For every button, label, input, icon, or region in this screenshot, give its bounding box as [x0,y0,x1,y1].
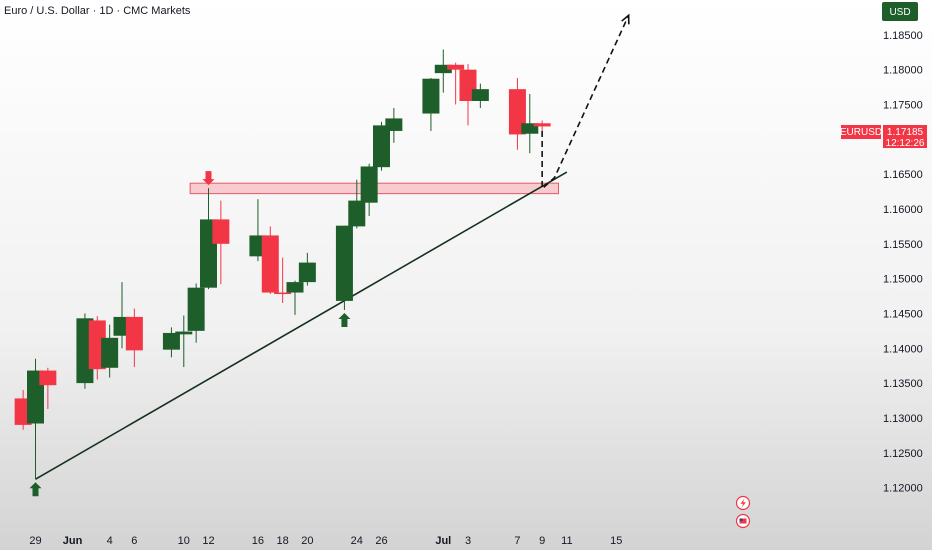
x-tick-label: 29 [29,535,41,547]
candle-body [212,219,230,244]
y-tick-label: 1.17500 [883,99,923,111]
y-tick-label: 1.13500 [883,378,923,390]
x-tick-label: 10 [178,535,190,547]
candle[interactable] [348,179,366,229]
currency-badge[interactable]: USD [882,2,918,21]
candle-body [447,64,465,70]
symbol-badge [841,125,881,139]
price-text: 1.17185 [887,127,924,138]
y-tick-label: 1.14500 [883,308,923,320]
candle[interactable] [286,280,304,315]
countdown-text: 12:12:26 [886,138,925,149]
candle-body [471,89,489,101]
candle[interactable] [125,308,143,368]
x-tick-label: 6 [131,535,137,547]
candle[interactable] [101,324,119,378]
y-tick-label: 1.16000 [883,204,923,216]
candle-body [39,370,57,386]
x-tick-label: Jul [435,535,451,547]
price-badge [883,125,927,148]
x-tick-label: Jun [63,535,83,547]
candle[interactable] [385,107,403,143]
y-tick-label: 1.15000 [883,274,923,286]
candle-body [521,123,539,134]
x-tick-label: 4 [107,535,113,547]
x-tick-label: 26 [375,535,387,547]
y-tick-label: 1.14000 [883,343,923,355]
x-tick-label: 16 [252,535,264,547]
candle-body [187,287,205,331]
y-tick-label: 1.15500 [883,239,923,251]
candle-body [335,225,353,301]
x-tick-label: 7 [514,535,520,547]
candle-body [508,89,526,135]
symbol-text: EURUSD [840,127,882,138]
candle[interactable] [533,120,551,131]
candle[interactable] [422,78,440,131]
candle-body [274,292,292,295]
x-tick-label: 11 [561,535,572,547]
lightning-icon[interactable] [735,495,751,511]
y-tick-label: 1.13000 [883,413,923,425]
candle[interactable] [447,62,465,105]
candle[interactable] [434,49,452,93]
candle-body [298,262,316,283]
y-tick-label: 1.12000 [883,483,923,495]
candle-body [373,125,390,168]
candle[interactable] [162,327,180,358]
candle-body [101,337,119,368]
candle-body [434,64,452,74]
candle[interactable] [187,283,205,343]
arrow-up-icon[interactable] [338,312,351,327]
price-label: EURUSD 1.17185 12:12:26 [840,125,927,149]
candle[interactable] [335,225,353,310]
y-tick-label: 1.12500 [883,448,923,460]
y-tick-label: 1.18500 [883,30,923,42]
candle[interactable] [298,252,316,286]
ascending-trendline[interactable] [35,171,568,480]
arrow-down-icon[interactable] [202,171,215,186]
y-tick-label: 1.16500 [883,169,923,181]
candle[interactable] [508,78,526,150]
projection-arrowhead [621,13,630,25]
chart-title: Euro / U.S. Dollar · 1D · CMC Markets [4,5,191,17]
flag-icon[interactable] [735,513,751,529]
candle-body [533,123,551,127]
x-tick-label: 12 [202,535,214,547]
arrow-up-icon[interactable] [29,482,42,497]
y-tick-label: 1.18000 [883,65,923,77]
x-tick-label: 9 [539,535,545,547]
candle[interactable] [212,200,230,285]
currency-label: USD [889,7,910,18]
candle[interactable] [360,163,378,216]
candle[interactable] [373,121,390,171]
candle-body [175,331,193,335]
candle[interactable] [274,257,292,303]
x-tick-label: 24 [351,535,363,547]
candle[interactable] [521,94,539,154]
candle[interactable] [261,226,279,294]
x-tick-label: 3 [465,535,471,547]
candle-body [261,235,279,293]
candle-body [385,118,403,131]
candle-body [125,316,143,351]
candle-body [360,166,378,203]
candle-body [286,282,304,293]
candle[interactable] [175,315,193,368]
candle[interactable] [471,83,489,108]
projection-path[interactable] [541,14,630,191]
candle-body [348,200,366,227]
x-tick-label: 18 [277,535,289,547]
x-tick-label: 15 [610,535,622,547]
candle-body [422,78,440,114]
candle-body [162,332,180,350]
x-tick-label: 20 [301,535,313,547]
candle[interactable] [39,367,57,409]
